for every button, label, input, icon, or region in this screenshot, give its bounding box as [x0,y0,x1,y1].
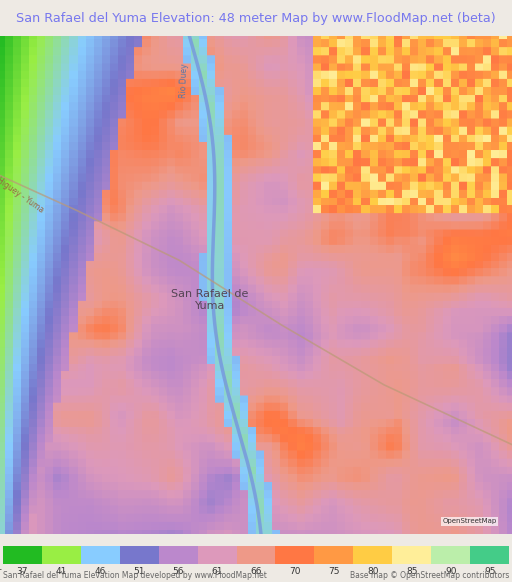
Text: 51: 51 [133,567,145,576]
Text: 95: 95 [484,567,496,576]
Text: Base map © OpenStreetMap contributors: Base map © OpenStreetMap contributors [350,571,509,580]
Bar [353,546,393,564]
Text: 85: 85 [406,567,418,576]
Text: 56: 56 [172,567,184,576]
Bar [80,546,119,564]
Bar [471,546,509,564]
Text: San Rafael del Yuma Elevation: 48 meter Map by www.FloodMap.net (beta): San Rafael del Yuma Elevation: 48 meter … [16,12,496,24]
Text: 61: 61 [211,567,223,576]
Bar [432,546,471,564]
Text: 66: 66 [250,567,262,576]
Bar [275,546,314,564]
Bar [237,546,275,564]
Text: 46: 46 [94,567,105,576]
Text: Rio Duey: Rio Duey [179,63,189,98]
Text: 70: 70 [289,567,301,576]
Text: 90: 90 [445,567,457,576]
Bar [3,546,41,564]
Bar [159,546,198,564]
Text: meter: meter [0,567,2,576]
Text: 80: 80 [367,567,379,576]
Text: San Rafael del Yuma Elevation Map developed by www.FloodMap.net: San Rafael del Yuma Elevation Map develo… [3,571,266,580]
Bar [119,546,159,564]
Bar [41,546,80,564]
Bar [393,546,432,564]
Text: 37: 37 [16,567,28,576]
Text: 75: 75 [328,567,340,576]
Bar [198,546,237,564]
Text: OpenStreetMap: OpenStreetMap [442,519,497,524]
Text: Higuey - Yuma: Higuey - Yuma [0,176,46,215]
Text: San Rafael de
Yuma: San Rafael de Yuma [171,289,249,311]
Bar [314,546,353,564]
Text: 41: 41 [55,567,67,576]
